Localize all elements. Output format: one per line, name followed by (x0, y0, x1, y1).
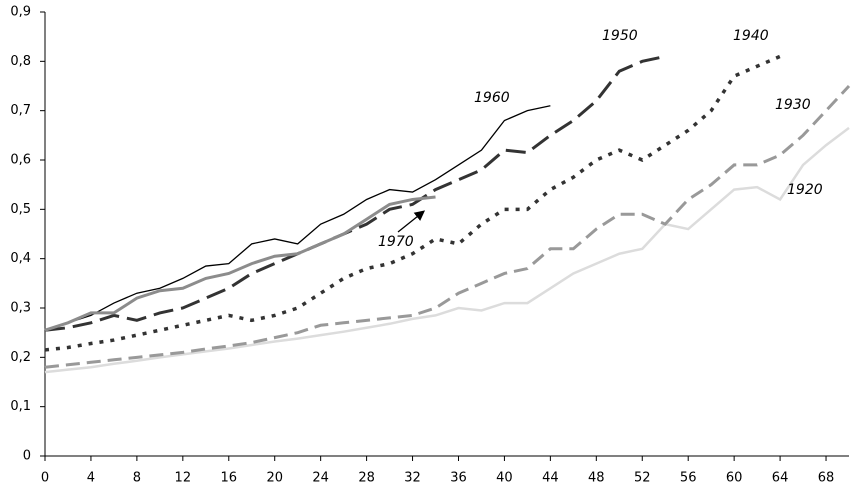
series-line (44, 54, 781, 352)
x-tick-label: 8 (133, 471, 141, 486)
series-label: 1960 (474, 90, 510, 106)
x-tick-label: 48 (588, 471, 605, 486)
x-tick-label: 40 (496, 471, 513, 486)
x-tick-label: 20 (266, 471, 283, 486)
y-tick-label: 0,3 (10, 301, 31, 316)
x-tick-label: 28 (358, 471, 375, 486)
x-tick-label: 36 (450, 471, 467, 486)
y-tick-label: 0,1 (10, 399, 31, 414)
y-tick-label: 0,6 (10, 153, 31, 168)
y-tick-label: 0,8 (10, 54, 31, 69)
series-label: 1940 (733, 28, 769, 44)
series-label: 1930 (775, 97, 811, 113)
y-tick-label: 0,5 (10, 202, 31, 217)
series-label: 1950 (602, 28, 638, 44)
annotation-arrow (397, 210, 426, 233)
y-tick-label: 0 (23, 449, 31, 464)
y-tick-label: 0,2 (10, 350, 31, 365)
x-tick-label: 12 (175, 471, 192, 486)
x-tick-label: 60 (726, 471, 743, 486)
x-tick-label: 4 (87, 471, 95, 486)
x-tick-label: 16 (220, 471, 237, 486)
y-tick-label: 0,7 (10, 103, 31, 118)
x-tick-label: 32 (404, 471, 421, 486)
series-line (44, 126, 850, 374)
y-tick-label: 0,9 (10, 5, 31, 20)
series-label: 1920 (787, 182, 823, 198)
x-tick-label: 64 (772, 471, 789, 486)
series-line (44, 195, 436, 332)
x-tick-label: 44 (542, 471, 559, 486)
series-line (44, 84, 851, 369)
series-line (44, 54, 666, 332)
x-tick-label: 68 (818, 471, 835, 486)
series-line (44, 105, 551, 331)
series-label: 1970 (378, 234, 414, 250)
x-tick-label: 52 (634, 471, 651, 486)
x-tick-label: 0 (41, 471, 49, 486)
x-tick-label: 24 (312, 471, 329, 486)
x-tick-label: 56 (680, 471, 697, 486)
y-tick-label: 0,4 (10, 251, 31, 266)
